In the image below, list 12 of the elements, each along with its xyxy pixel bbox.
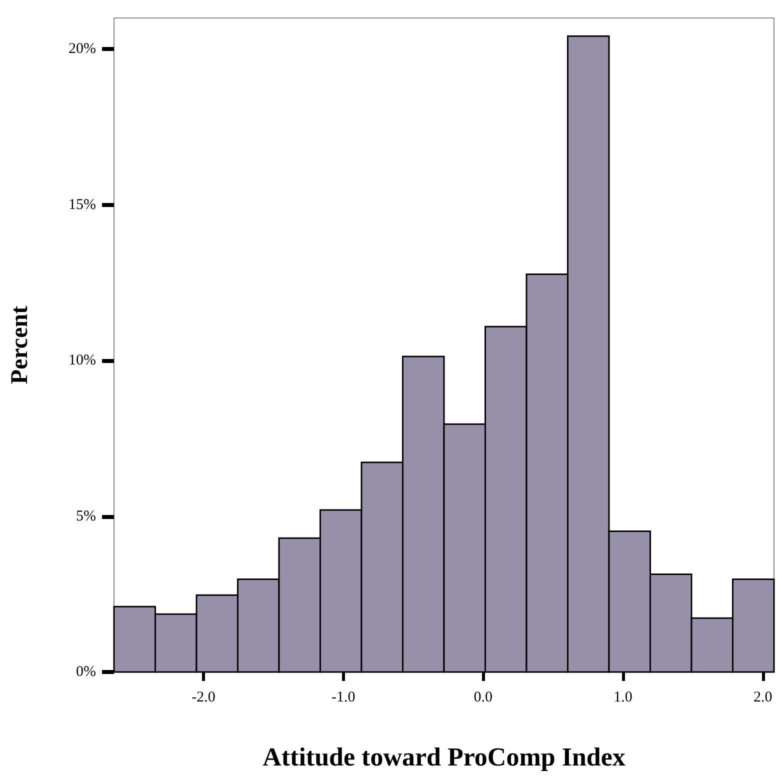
x-tick-label: 0.0: [474, 690, 493, 706]
x-tick-label: -2.0: [192, 690, 216, 706]
x-axis-title: Attitude toward ProComp Index: [262, 742, 626, 772]
y-tick-label: 20%: [68, 41, 96, 58]
y-tick-label: 5%: [76, 508, 96, 524]
x-tick-label: 1.0: [614, 690, 632, 706]
y-tick-label: 10%: [68, 352, 96, 369]
y-tick-label: 0%: [76, 664, 96, 680]
y-tick-label: 15%: [68, 196, 96, 213]
x-tick-label: -1.0: [331, 690, 356, 706]
y-axis-title: Percent: [7, 306, 33, 384]
x-tick-label: 2.0: [753, 690, 772, 706]
